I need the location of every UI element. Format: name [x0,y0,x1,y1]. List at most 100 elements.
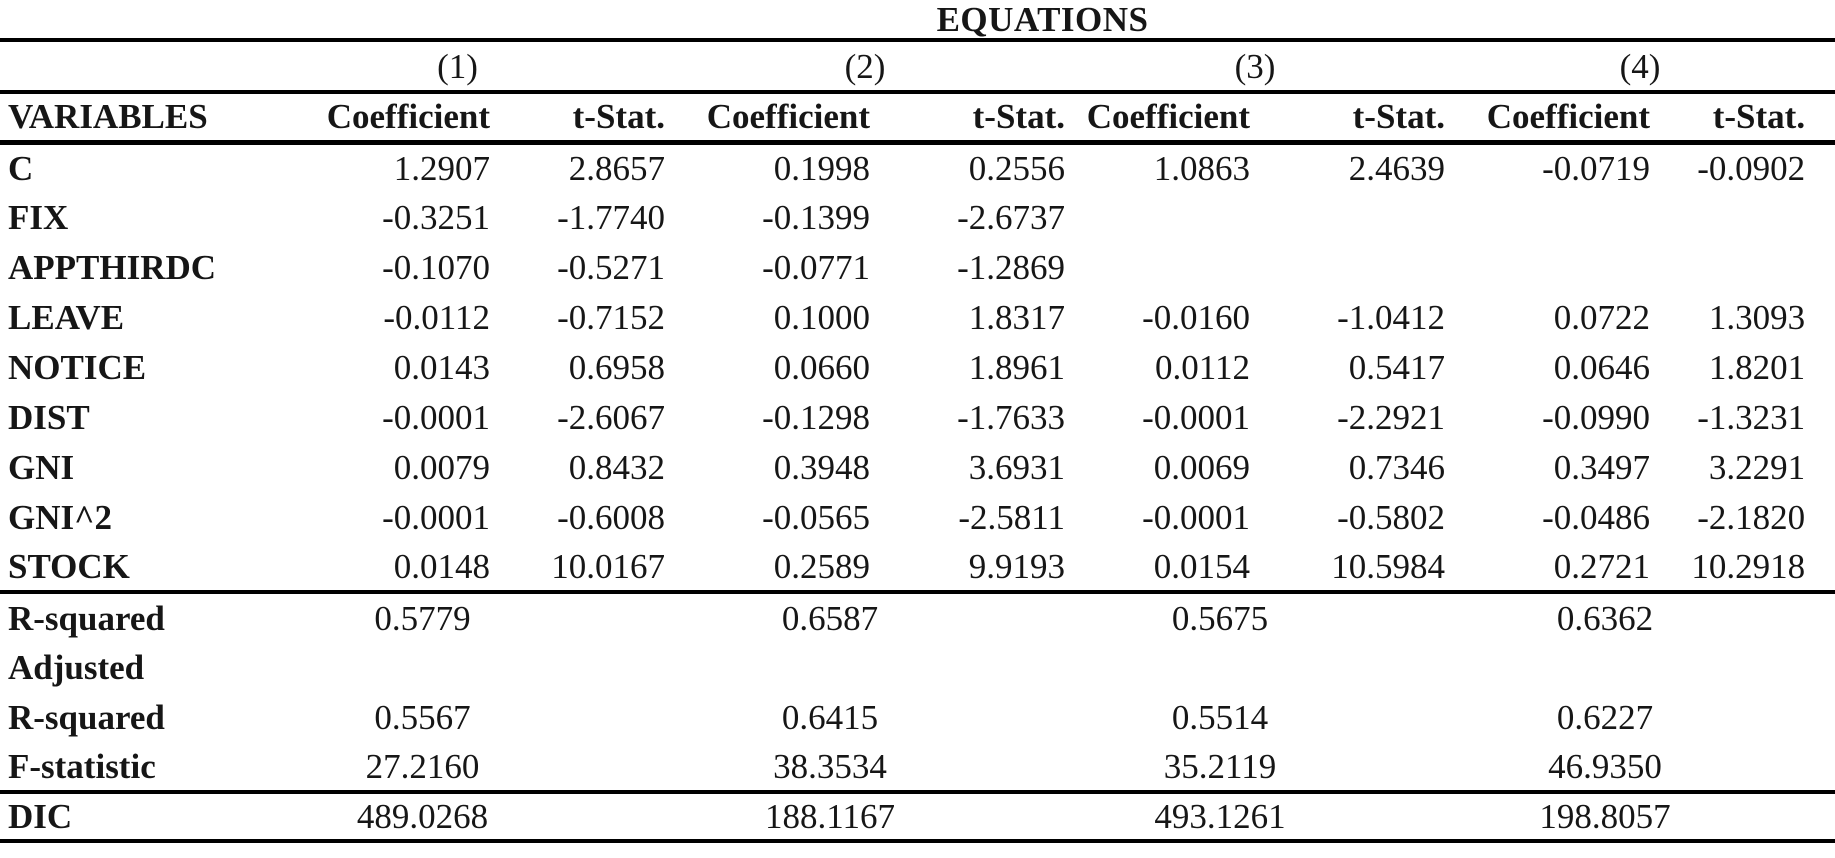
variable-row: C 1.2907 2.8657 0.1998 0.2556 1.0863 2.4639 -0.… [0,142,1835,192]
coefficient-value: 0.1000 [773,297,870,337]
variable-row: FIX -0.3251 -1.7740 -0.1399 -2.6737 [0,192,1835,242]
statistic-value [1065,642,1445,692]
coefficient-value: -0.0160 [1142,297,1250,337]
variable-row: DIST -0.0001 -2.6067 -0.1298 -1.7633 -0.0001 -… [0,392,1835,442]
coefficient-value: -0.1070 [382,247,490,287]
coefficient-value: 0.0079 [393,447,490,487]
coefficient-value: 1.0863 [1153,148,1250,188]
coefficient-value: 0.0722 [1553,297,1650,337]
statistic-value: 0.5514 [1171,697,1269,737]
tstat-value [1650,242,1835,292]
coefficient-header-2: Coefficient [665,92,870,145]
equation-group-label-2: (2) [665,40,1065,94]
statistic-value: 0.6415 [781,697,879,737]
variable-name: GNI^2 [8,497,112,537]
statistic-name: F-statistic [0,742,250,794]
tstat-value: 2.8657 [568,148,665,188]
tstat-value: -1.0412 [1337,297,1445,337]
coefficient-value [1065,192,1250,242]
table-header: EQUATIONS (1) (2) (3) (4) VARIABLES Coef… [0,0,1835,145]
tstat-value: 1.8961 [968,347,1065,387]
statistic-name: R-squared [8,598,165,638]
table-body: C 1.2907 2.8657 0.1998 0.2556 1.0863 2.4639 -0.… [0,142,1835,843]
coefficient-value: 0.3497 [1553,447,1650,487]
statistic-value: 198.8057 [1445,792,1835,843]
summary-row: F-statistic 27.2160 38.3534 35.2119 46.9350 [0,742,1835,794]
tstat-value: 9.9193 [870,542,1065,594]
tstat-value: -0.0902 [1697,148,1806,188]
statistic-value: 0.5675 [1171,598,1269,638]
tstat-value: 3.6931 [968,447,1065,487]
tstat-value: -2.6737 [957,197,1065,237]
coefficient-value [1445,242,1650,292]
coefficient-header-4: Coefficient [1445,92,1650,145]
coefficient-value: 0.2589 [665,542,870,594]
coefficient-value: -0.0719 [1542,148,1650,188]
statistic-value: 188.1167 [665,792,1065,843]
title-spacer-cell [0,0,250,42]
coefficient-value: 0.3948 [773,447,870,487]
statistic-value: 0.5779 [374,598,471,638]
statistic-value [1445,642,1835,692]
coefficient-value: 0.0112 [1155,347,1250,387]
coefficient-value: 1.2907 [393,148,490,188]
tstat-value: -0.5271 [557,247,665,287]
coefficient-value: -0.1298 [762,397,870,437]
coefficient-value: -0.0771 [762,247,870,287]
statistic-value: 489.0268 [250,792,665,843]
tstat-value: 0.5417 [1348,347,1445,387]
variable-row: STOCK 0.0148 10.0167 0.2589 9.9193 0.0154 10.5… [0,542,1835,594]
tstat-value: 1.8201 [1708,347,1806,387]
variable-name: NOTICE [8,347,147,387]
statistic-value [665,642,1065,692]
variable-name: FIX [8,197,69,237]
statistic-value: 0.5567 [374,697,471,737]
tstat-value: -1.7633 [957,397,1065,437]
coefficient-value: -0.0001 [382,497,490,537]
tstat-value: 0.6958 [568,347,665,387]
tstat-value: 0.2556 [968,148,1065,188]
summary-row: Adjusted [0,642,1835,692]
tstat-value: -2.5811 [958,497,1065,537]
coefficient-value: -0.1399 [762,197,870,237]
tstat-value: -1.3231 [1697,397,1806,437]
statistic-value: 27.2160 [250,742,665,794]
tstat-value [1250,242,1445,292]
coefficient-value: 0.0143 [393,347,490,387]
summary-row: R-squared 0.5779 0.6587 0.5675 0.6362 [0,592,1835,642]
tstat-header-2: t-Stat. [870,92,1065,145]
variable-name: DIST [8,397,90,437]
tstat-value: 3.2291 [1708,447,1806,487]
coefficient-value: -0.0001 [1142,397,1250,437]
coefficient-header-3: Coefficient [1065,92,1250,145]
statistic-value: 0.6227 [1556,697,1654,737]
coefficient-value: 0.0069 [1153,447,1250,487]
variable-name: C [8,148,34,188]
variable-row: NOTICE 0.0143 0.6958 0.0660 1.8961 0.0112 0.54… [0,342,1835,392]
coefficient-value: 0.2721 [1445,542,1650,594]
tstat-value: -1.7740 [557,197,665,237]
coefficient-value: -0.3251 [382,197,490,237]
tstat-value [1650,192,1835,242]
tstat-value: -2.1820 [1697,497,1806,537]
coefficient-value: -0.0990 [1542,397,1650,437]
equation-group-label-3: (3) [1065,40,1445,94]
coefficient-header-1: Coefficient [250,92,490,145]
tstat-value: -2.2921 [1337,397,1445,437]
coefficient-value: -0.0486 [1542,497,1650,537]
tstat-value: -2.6067 [557,397,665,437]
summary-row: R-squared 0.5567 0.6415 0.5514 0.6227 [0,692,1835,742]
coefficient-value [1445,192,1650,242]
tstat-value: 10.5984 [1250,542,1445,594]
equation-group-row: (1) (2) (3) (4) [0,40,1835,94]
tstat-value: 1.8317 [968,297,1065,337]
tstat-value: -0.7152 [557,297,665,337]
coefficient-value: -0.0001 [382,397,490,437]
coefficient-value: 0.0148 [250,542,490,594]
tstat-value: 10.0167 [490,542,665,594]
coefficient-value: 0.0154 [1065,542,1250,594]
statistic-value [250,642,665,692]
coefficient-value: 0.0646 [1553,347,1650,387]
statistic-name: Adjusted [8,647,145,687]
